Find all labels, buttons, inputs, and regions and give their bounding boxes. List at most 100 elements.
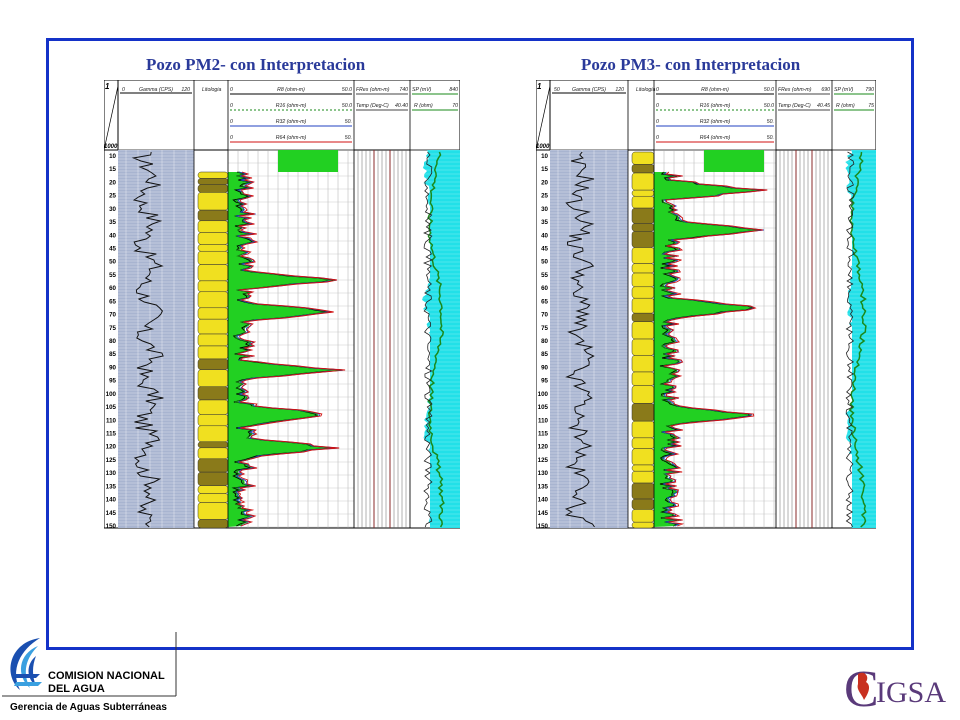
depth-label: 90 (541, 364, 548, 371)
sand-layer (631, 464, 655, 472)
depth-label: 95 (541, 378, 548, 385)
curve-scale-min: 0 (656, 135, 659, 141)
r-scale-max: 70 (452, 103, 458, 109)
clay-layer (631, 164, 655, 174)
depth-label: 70 (541, 312, 548, 319)
sand-layer (197, 250, 229, 265)
depth-label: 115 (106, 431, 117, 438)
depth-label: 50 (109, 259, 116, 266)
depth-label: 25 (109, 193, 116, 200)
r-scale-max: 75 (868, 103, 874, 109)
clay-layer (197, 178, 229, 185)
sand-layer (631, 437, 655, 449)
depth-label: 85 (109, 351, 116, 358)
curve-scale-min: 0 (230, 135, 233, 141)
gamma-scale-min: 0 (122, 87, 125, 93)
sand-layer (197, 280, 229, 293)
header-box (536, 80, 876, 151)
clay-layer (631, 403, 655, 422)
depth-label: 135 (538, 483, 549, 490)
depth-label: 90 (109, 364, 116, 371)
sand-layer (197, 192, 229, 211)
clay-layer (631, 207, 655, 224)
depth-label: 150 (538, 523, 549, 530)
sp-scale-label: SP (mV) (834, 87, 854, 93)
depth-label: 80 (541, 338, 548, 345)
depth-label: 60 (109, 285, 116, 292)
depth-label: 30 (541, 206, 548, 213)
depth-label: 55 (541, 272, 548, 279)
sand-layer (631, 297, 655, 314)
depth-label: 125 (538, 457, 549, 464)
curve-scale-min: 0 (230, 87, 233, 93)
right-log-title: Pozo PM3- con Interpretacion (581, 55, 801, 74)
sand-layer (631, 263, 655, 274)
curve-scale-max: 50.0 (342, 87, 352, 93)
sand-layer (197, 171, 229, 179)
sand-layer (631, 385, 655, 404)
depth-label: 110 (538, 417, 549, 424)
temp-scale-label: Temp (Deg-C) (356, 103, 389, 109)
depth-label: 60 (541, 285, 548, 292)
curve-scale-min: 0 (656, 119, 659, 125)
depth-label: 100 (106, 391, 117, 398)
cigsa-logo: C IGSA (844, 661, 946, 716)
curve-scale-min: 0 (230, 103, 233, 109)
depth-label: 45 (109, 246, 116, 253)
clay-layer (631, 482, 655, 500)
depth-label: 55 (109, 272, 116, 279)
sand-layer (197, 425, 229, 443)
depth-label: 40 (109, 232, 116, 239)
sand-layer (631, 509, 655, 523)
depth-label: 85 (541, 351, 548, 358)
sand-layer (197, 369, 229, 387)
sand-layer (631, 172, 655, 191)
log-header: 1 1000 0 Gamma (CPS) 120 Litologia 0 R8 (ohm-m)… (104, 80, 460, 151)
depth-label: 15 (109, 166, 116, 173)
resistivity-top-fill (704, 150, 764, 172)
sand-layer (631, 272, 655, 288)
frres-scale-label: FRes (ohm-m) (356, 87, 390, 93)
sand-layer (631, 286, 655, 299)
depth-label: 145 (538, 510, 549, 517)
sp-track-fill (430, 150, 460, 528)
sand-layer (197, 485, 229, 494)
sand-layer (197, 232, 229, 245)
depth-label: 45 (541, 246, 548, 253)
sand-layer (197, 399, 229, 415)
depth-label: 50 (541, 259, 548, 266)
org-name-line1: COMISION NACIONAL (48, 670, 165, 682)
r-curve (423, 151, 433, 528)
clay-layer (197, 358, 229, 370)
depth-label: 10 (109, 153, 116, 160)
frres-scale-max: 740 (399, 87, 408, 93)
sand-layer (197, 493, 229, 503)
resistivity-curve (663, 171, 768, 527)
gamma-curve (564, 151, 595, 528)
r-scale-label: R (ohm) (414, 103, 433, 109)
depth-label: 105 (106, 404, 117, 411)
curve-scale-max: 50. (767, 135, 774, 141)
temp-scale-label: Temp (Deg-C) (778, 103, 811, 109)
curve-scale-label: R32 (ohm-m) (700, 119, 731, 125)
sand-layer (197, 333, 229, 347)
clay-layer (197, 209, 229, 222)
temp-scale-max: 40.45 (817, 103, 830, 109)
header-diagonal (104, 85, 119, 151)
sand-layer (631, 247, 655, 264)
sand-layer (631, 195, 655, 209)
depth-label: 130 (538, 470, 549, 477)
depth-label: 65 (541, 298, 548, 305)
temp-scale-max: 40.40 (395, 103, 408, 109)
r-scale-label: R (ohm) (836, 103, 855, 109)
r-curve (845, 151, 855, 528)
sp-curve (848, 151, 867, 528)
gamma-scale-label: Gamma (CPS) (139, 87, 173, 93)
clay-layer (197, 184, 229, 193)
curve-scale-label: R8 (ohm-m) (701, 87, 729, 93)
depth-label: 80 (109, 338, 116, 345)
depth-label: 75 (541, 325, 548, 332)
clay-layer (197, 458, 229, 473)
depth-label: 40 (541, 232, 548, 239)
